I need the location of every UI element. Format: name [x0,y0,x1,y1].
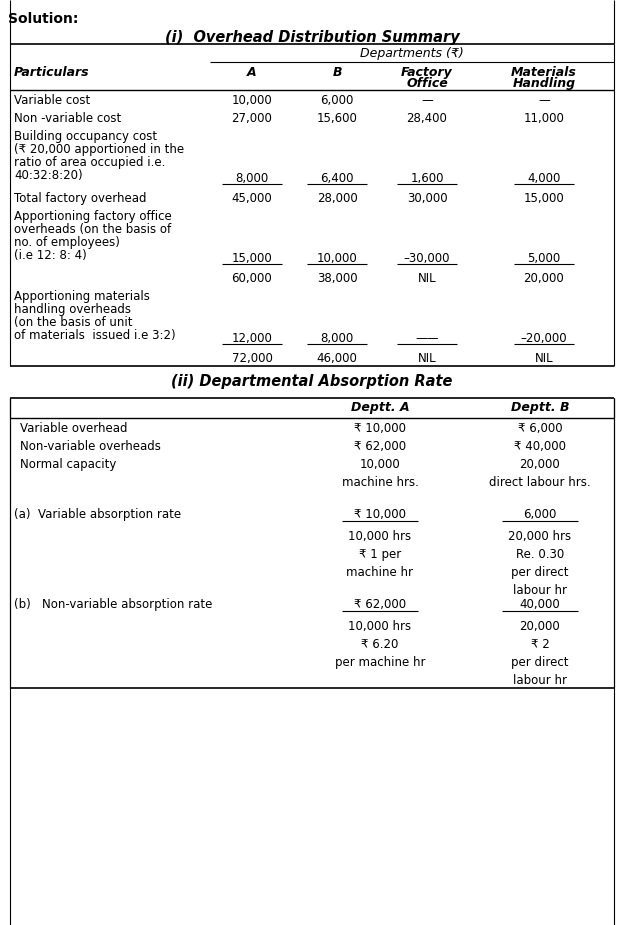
Text: 20,000: 20,000 [520,620,560,633]
Text: ₹ 10,000: ₹ 10,000 [354,422,406,435]
Text: (i)  Overhead Distribution Summary: (i) Overhead Distribution Summary [165,30,459,45]
Text: ₹ 62,000: ₹ 62,000 [354,440,406,453]
Text: 11,000: 11,000 [524,112,565,125]
Text: of materials  issued i.e 3:2): of materials issued i.e 3:2) [14,329,175,342]
Text: 40:32:8:20): 40:32:8:20) [14,169,82,182]
Text: NIL: NIL [535,352,553,365]
Text: 6,000: 6,000 [524,508,557,521]
Text: labour hr: labour hr [513,584,567,597]
Text: Particulars: Particulars [14,66,90,79]
Text: overheads (on the basis of: overheads (on the basis of [14,223,171,236]
Text: 15,000: 15,000 [232,252,272,265]
Text: ₹ 2: ₹ 2 [530,638,549,651]
Text: NIL: NIL [417,352,436,365]
Text: (a)  Variable absorption rate: (a) Variable absorption rate [14,508,181,521]
Text: 38,000: 38,000 [317,272,358,285]
Text: 6,400: 6,400 [320,172,354,185]
Text: 45,000: 45,000 [232,192,272,205]
Text: machine hrs.: machine hrs. [341,476,419,489]
Text: 10,000 hrs: 10,000 hrs [348,530,412,543]
Text: 20,000 hrs: 20,000 hrs [509,530,572,543]
Text: Deptt. A: Deptt. A [351,401,409,414]
Text: Building occupancy cost: Building occupancy cost [14,130,157,143]
Text: handling overheads: handling overheads [14,303,131,316]
Text: (₹ 20,000 apportioned in the: (₹ 20,000 apportioned in the [14,143,184,156]
Text: ₹ 6,000: ₹ 6,000 [518,422,562,435]
Text: 28,000: 28,000 [316,192,358,205]
Text: ₹ 40,000: ₹ 40,000 [514,440,566,453]
Text: 20,000: 20,000 [520,458,560,471]
Text: –30,000: –30,000 [404,252,451,265]
Text: Apportioning factory office: Apportioning factory office [14,210,172,223]
Text: 10,000: 10,000 [232,94,272,107]
Text: (i.e 12: 8: 4): (i.e 12: 8: 4) [14,249,87,262]
Text: 15,000: 15,000 [524,192,564,205]
Text: 1,600: 1,600 [410,172,444,185]
Text: 60,000: 60,000 [232,272,272,285]
Text: Non-variable overheads: Non-variable overheads [20,440,161,453]
Text: Total factory overhead: Total factory overhead [14,192,147,205]
Text: 10,000 hrs: 10,000 hrs [348,620,412,633]
Text: 30,000: 30,000 [407,192,447,205]
Text: 8,000: 8,000 [235,172,268,185]
Text: Non -variable cost: Non -variable cost [14,112,121,125]
Text: Variable overhead: Variable overhead [20,422,127,435]
Text: 46,000: 46,000 [316,352,358,365]
Text: ₹ 6.20: ₹ 6.20 [361,638,399,651]
Text: Solution:: Solution: [8,12,79,26]
Text: ₹ 10,000: ₹ 10,000 [354,508,406,521]
Text: direct labour hrs.: direct labour hrs. [489,476,591,489]
Text: 4,000: 4,000 [527,172,561,185]
Text: 40,000: 40,000 [520,598,560,611]
Text: 15,600: 15,600 [316,112,358,125]
Text: Variable cost: Variable cost [14,94,90,107]
Text: 10,000: 10,000 [359,458,401,471]
Text: per direct: per direct [511,656,568,669]
Text: (ii) Departmental Absorption Rate: (ii) Departmental Absorption Rate [172,374,452,389]
Text: A: A [247,66,257,79]
Text: Apportioning materials: Apportioning materials [14,290,150,303]
Text: machine hr: machine hr [346,566,414,579]
Text: Materials: Materials [511,66,577,79]
Text: ₹ 1 per: ₹ 1 per [359,548,401,561]
Text: 5,000: 5,000 [527,252,560,265]
Text: Factory: Factory [401,66,453,79]
Text: 8,000: 8,000 [320,332,354,345]
Text: Office: Office [406,77,448,90]
Text: 28,400: 28,400 [407,112,447,125]
Text: ₹ 62,000: ₹ 62,000 [354,598,406,611]
Text: labour hr: labour hr [513,674,567,687]
Text: (b)   Non-variable absorption rate: (b) Non-variable absorption rate [14,598,212,611]
Text: B: B [332,66,342,79]
Text: per direct: per direct [511,566,568,579]
Text: 27,000: 27,000 [232,112,273,125]
Text: 20,000: 20,000 [524,272,564,285]
Text: ——: —— [415,332,439,345]
Text: Departments (₹): Departments (₹) [360,47,464,60]
Text: Deptt. B: Deptt. B [511,401,569,414]
Text: (on the basis of unit: (on the basis of unit [14,316,132,329]
Text: Handling: Handling [512,77,575,90]
Text: —: — [538,94,550,107]
Text: –20,000: –20,000 [520,332,567,345]
Text: 72,000: 72,000 [232,352,273,365]
Text: —: — [421,94,433,107]
Text: 6,000: 6,000 [320,94,354,107]
Text: 10,000: 10,000 [316,252,358,265]
Text: NIL: NIL [417,272,436,285]
Text: ratio of area occupied i.e.: ratio of area occupied i.e. [14,156,165,169]
Text: 12,000: 12,000 [232,332,273,345]
Text: no. of employees): no. of employees) [14,236,120,249]
Text: per machine hr: per machine hr [334,656,425,669]
Text: Normal capacity: Normal capacity [20,458,116,471]
Text: Re. 0.30: Re. 0.30 [516,548,564,561]
